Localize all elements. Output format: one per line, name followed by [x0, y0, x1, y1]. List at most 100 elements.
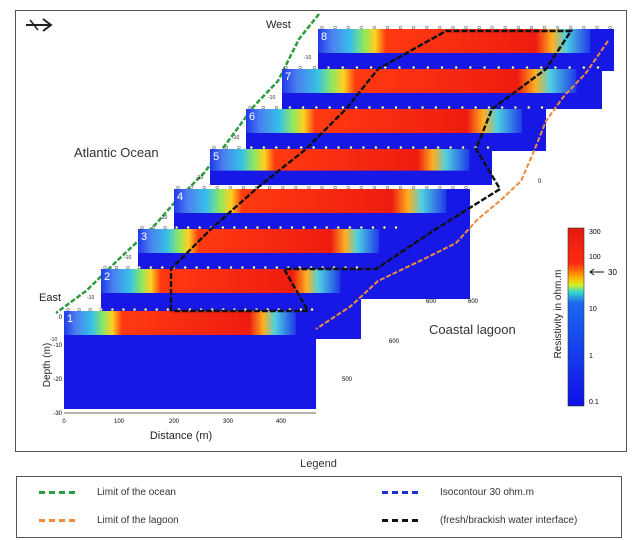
section-7: 7 -10 [268, 65, 602, 109]
electrode-marker [374, 145, 378, 150]
y-tick-0: 0 [59, 315, 63, 321]
electrode-marker [503, 25, 507, 30]
section-5: 5 -10 [196, 145, 492, 185]
electrode-marker [320, 185, 324, 190]
legend-item-lagoon: Limit of the lagoon [39, 515, 179, 526]
electrode-marker [326, 65, 331, 70]
section-6: 6 -10 [232, 105, 546, 151]
electrode-marker [511, 65, 515, 70]
electrode-marker [151, 225, 156, 230]
electrode-marker [460, 105, 465, 110]
electrode-marker [385, 185, 390, 190]
electrode-marker [166, 307, 170, 312]
electrode-marker [143, 307, 148, 312]
colorbar-tick-300: 300 [589, 229, 601, 236]
electrode-marker [66, 307, 70, 312]
resistivity-band [282, 69, 577, 93]
electrode-marker [77, 307, 81, 312]
section-number: 7 [285, 71, 291, 83]
threshold-arrow-icon [589, 268, 604, 276]
electrode-marker [527, 105, 531, 110]
section-distance-label: 600 [468, 299, 479, 305]
electrode-marker [262, 145, 266, 150]
electrode-marker [301, 105, 305, 110]
legend-label: Isocontour 30 ohm.m [440, 487, 534, 498]
electrode-marker [411, 145, 415, 150]
section-distance-label: 600 [426, 299, 437, 305]
electrode-marker [198, 225, 202, 230]
resistivity-band [318, 29, 591, 53]
electrode-marker [294, 185, 298, 190]
electrode-marker [513, 105, 518, 110]
electrode-marker [261, 105, 265, 110]
electrode-marker [110, 307, 115, 312]
electrode-marker [183, 265, 187, 270]
electrode-marker [477, 25, 481, 30]
section-number: 6 [249, 111, 255, 123]
electrode-marker [341, 65, 345, 70]
electrode-marker [354, 105, 358, 110]
section-number: 8 [321, 31, 327, 43]
electrode-marker [348, 225, 352, 230]
electrode-marker [278, 225, 283, 230]
lagoon-limit-line [315, 40, 609, 330]
electrode-marker [194, 265, 199, 270]
x-tick-300: 300 [223, 419, 234, 425]
electrode-marker [371, 225, 375, 230]
electrode-marker [149, 265, 153, 270]
electrode-marker [425, 185, 429, 190]
electrode-marker [424, 145, 428, 150]
depth-axis-label: Depth (m) [42, 343, 53, 387]
electrode-marker [274, 145, 278, 150]
electrode-marker [382, 225, 387, 230]
electrode-marker [310, 307, 314, 312]
section-number: 4 [177, 191, 183, 203]
ocean-label: Atlantic Ocean [74, 145, 159, 160]
electrode-marker [275, 265, 279, 270]
colorbar-tick-0-1: 0.1 [589, 399, 599, 406]
electrode-marker [386, 145, 391, 150]
section-depth-tick: -10 [196, 175, 203, 181]
electrode-marker [312, 65, 317, 70]
electrode-marker [155, 307, 159, 312]
distance-axis-label: Distance (m) [150, 430, 212, 442]
electrode-marker [420, 105, 425, 110]
y-tick-10: -10 [53, 343, 62, 349]
electrode-marker [346, 185, 350, 190]
electrode-marker [325, 225, 329, 230]
electrode-marker [212, 145, 216, 150]
electrode-marker [232, 225, 237, 230]
electrode-marker [451, 25, 455, 30]
electrode-marker [372, 185, 377, 190]
electrode-marker [398, 25, 403, 30]
resistivity-band [64, 311, 296, 335]
resistivity-sections: 8 -10 7 -10 6 -10 5 -10 4 -10 3 -10 2 -10 1 -10 [50, 25, 614, 409]
electrode-marker [281, 185, 285, 190]
electrode-marker [397, 65, 402, 70]
section-8: 8 -10 [304, 25, 614, 71]
electrode-marker [569, 25, 573, 30]
electrode-marker [174, 225, 179, 230]
electrode-marker [221, 225, 225, 230]
lagoon-label: Coastal lagoon [429, 322, 516, 337]
electrode-marker [381, 105, 385, 110]
electrode-marker [255, 225, 260, 230]
electrode-marker [99, 307, 103, 312]
legend-label: Limit of the lagoon [97, 515, 179, 526]
electrode-marker [263, 265, 268, 270]
legend-label: Limit of the ocean [97, 487, 176, 498]
electrode-marker [333, 25, 337, 30]
legend-item-interface: (fresh/brackish water interface) [382, 515, 577, 526]
section-depth-tick: -10 [50, 337, 57, 343]
colorbar-label: Resistivity in ohm.m [553, 270, 564, 359]
east-label: East [39, 292, 61, 304]
electrode-marker [189, 185, 193, 190]
electrode-marker [436, 145, 440, 150]
electrode-marker [461, 145, 465, 150]
electrode-marker [555, 25, 560, 30]
electrode-marker [608, 25, 612, 30]
y-tick-30: -30 [53, 411, 62, 417]
electrode-marker [582, 65, 586, 70]
y-tick-20: -20 [53, 377, 62, 383]
resistivity-band [138, 229, 380, 253]
